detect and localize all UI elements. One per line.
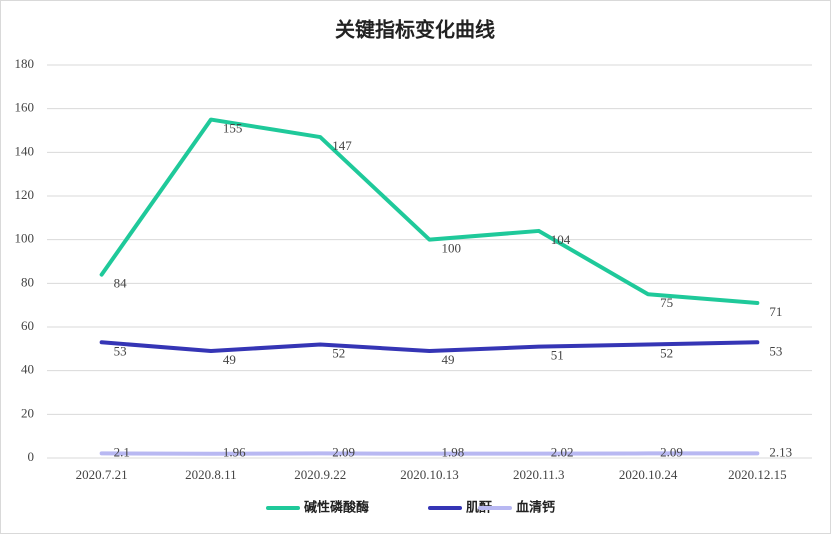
data-label: 51 bbox=[551, 348, 564, 363]
data-label: 75 bbox=[660, 295, 673, 310]
y-tick-label: 20 bbox=[21, 405, 34, 420]
data-label: 53 bbox=[769, 343, 782, 358]
data-label: 52 bbox=[660, 345, 673, 360]
data-label: 84 bbox=[114, 276, 128, 291]
data-label: 2.1 bbox=[114, 444, 130, 459]
data-label: 2.09 bbox=[660, 444, 683, 459]
y-tick-label: 60 bbox=[21, 318, 34, 333]
y-tick-label: 100 bbox=[15, 231, 35, 246]
x-tick-label: 2020.10.24 bbox=[619, 467, 678, 482]
data-label: 100 bbox=[442, 241, 462, 256]
y-tick-label: 80 bbox=[21, 274, 34, 289]
data-label: 1.96 bbox=[223, 445, 246, 460]
chart-title: 关键指标变化曲线 bbox=[335, 18, 495, 42]
y-tick-label: 0 bbox=[28, 449, 35, 464]
data-label: 53 bbox=[114, 343, 127, 358]
x-tick-label: 2020.8.11 bbox=[185, 467, 237, 482]
series-line bbox=[99, 117, 760, 305]
y-tick-label: 160 bbox=[15, 100, 35, 115]
x-tick-label: 2020.12.15 bbox=[728, 467, 787, 482]
data-label: 104 bbox=[551, 232, 571, 247]
series-line bbox=[99, 340, 760, 354]
x-tick-label: 2020.9.22 bbox=[294, 467, 346, 482]
legend-label: 碱性磷酸酶 bbox=[304, 500, 369, 516]
data-label: 71 bbox=[769, 304, 782, 319]
data-label: 2.02 bbox=[551, 445, 574, 460]
x-tick-label: 2020.11.3 bbox=[513, 467, 565, 482]
y-tick-label: 120 bbox=[15, 187, 35, 202]
data-label: 49 bbox=[442, 352, 455, 367]
data-label: 1.98 bbox=[442, 445, 465, 460]
data-label: 2.13 bbox=[769, 444, 792, 459]
x-tick-label: 2020.10.13 bbox=[400, 467, 459, 482]
legend-label: 血清钙 bbox=[516, 500, 555, 516]
data-label: 52 bbox=[332, 345, 345, 360]
x-tick-label: 2020.7.21 bbox=[76, 467, 128, 482]
data-label: 147 bbox=[332, 138, 352, 153]
data-label: 49 bbox=[223, 352, 236, 367]
y-tick-label: 40 bbox=[21, 362, 34, 377]
y-tick-label: 140 bbox=[15, 143, 35, 158]
data-label: 155 bbox=[223, 121, 243, 136]
data-label: 2.09 bbox=[332, 444, 355, 459]
y-tick-label: 180 bbox=[15, 56, 35, 71]
